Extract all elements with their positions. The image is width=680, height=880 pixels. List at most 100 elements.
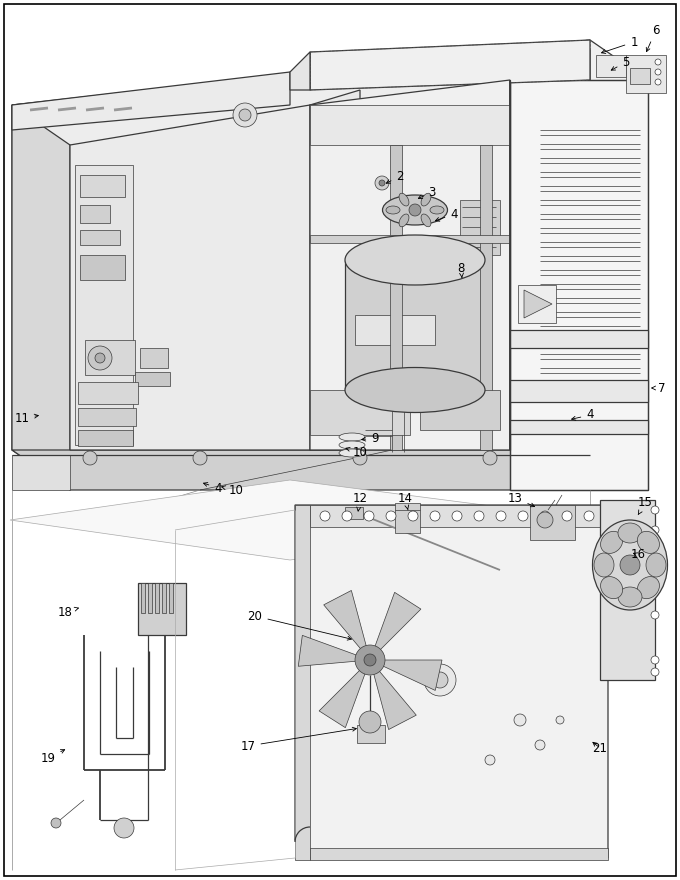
Circle shape <box>651 586 659 594</box>
Circle shape <box>409 204 421 216</box>
Text: 3: 3 <box>418 186 436 199</box>
Bar <box>510 380 648 402</box>
Text: 9: 9 <box>362 431 379 444</box>
Ellipse shape <box>345 368 485 413</box>
Polygon shape <box>12 50 590 450</box>
Polygon shape <box>12 450 648 490</box>
Polygon shape <box>310 80 510 450</box>
Ellipse shape <box>91 316 109 322</box>
Polygon shape <box>310 90 360 450</box>
Circle shape <box>239 109 251 121</box>
Circle shape <box>537 512 553 528</box>
Text: 13: 13 <box>507 492 534 507</box>
Bar <box>530 505 575 540</box>
Ellipse shape <box>345 235 485 285</box>
Circle shape <box>432 672 448 688</box>
Circle shape <box>375 176 389 190</box>
Circle shape <box>540 511 550 521</box>
Bar <box>310 105 510 145</box>
Ellipse shape <box>454 283 470 289</box>
Circle shape <box>651 611 659 619</box>
Bar <box>80 205 110 223</box>
Ellipse shape <box>399 194 409 206</box>
Circle shape <box>496 511 506 521</box>
Bar <box>310 390 410 435</box>
Bar <box>310 235 510 243</box>
Polygon shape <box>12 105 70 490</box>
Circle shape <box>320 511 330 521</box>
Bar <box>80 255 125 280</box>
Bar <box>357 725 385 743</box>
Ellipse shape <box>339 449 365 457</box>
Text: 11: 11 <box>14 412 38 424</box>
Text: 4: 4 <box>435 208 458 221</box>
Polygon shape <box>381 660 442 691</box>
Bar <box>355 315 435 345</box>
Circle shape <box>651 526 659 534</box>
Circle shape <box>483 451 497 465</box>
Ellipse shape <box>454 307 470 313</box>
Bar <box>75 165 133 445</box>
Circle shape <box>83 451 97 465</box>
Text: 12: 12 <box>352 492 367 511</box>
Polygon shape <box>12 40 648 145</box>
Bar <box>345 260 485 390</box>
Bar <box>406 193 428 207</box>
Ellipse shape <box>637 576 660 598</box>
Polygon shape <box>310 40 590 90</box>
Bar <box>148 583 152 613</box>
Circle shape <box>359 711 381 733</box>
Text: 10: 10 <box>222 483 243 496</box>
Ellipse shape <box>592 520 668 610</box>
Text: 10: 10 <box>346 445 367 458</box>
Bar <box>78 430 133 446</box>
Bar <box>140 348 168 368</box>
Circle shape <box>655 69 661 75</box>
Polygon shape <box>295 505 608 858</box>
Circle shape <box>95 353 105 363</box>
Circle shape <box>584 511 594 521</box>
Text: 19: 19 <box>41 750 65 765</box>
Ellipse shape <box>430 206 444 214</box>
Bar <box>600 500 655 680</box>
Circle shape <box>342 511 352 521</box>
Circle shape <box>556 716 564 724</box>
Bar <box>78 408 136 426</box>
Bar <box>480 145 492 450</box>
Bar <box>169 583 173 613</box>
Circle shape <box>408 511 418 521</box>
Bar <box>510 420 648 434</box>
Bar <box>626 55 666 93</box>
Circle shape <box>424 664 456 696</box>
Text: 16: 16 <box>630 548 645 561</box>
Circle shape <box>651 668 659 676</box>
Bar <box>138 583 186 635</box>
Circle shape <box>88 346 112 370</box>
Text: 14: 14 <box>398 492 413 510</box>
Ellipse shape <box>91 327 109 334</box>
Bar <box>80 175 125 197</box>
Ellipse shape <box>382 195 447 225</box>
Circle shape <box>364 654 376 666</box>
Text: 5: 5 <box>611 55 630 70</box>
Circle shape <box>562 511 572 521</box>
Circle shape <box>233 103 257 127</box>
Text: 15: 15 <box>638 496 652 515</box>
Bar <box>596 55 626 77</box>
Bar <box>310 505 608 527</box>
Polygon shape <box>10 480 600 560</box>
Circle shape <box>655 59 661 65</box>
Ellipse shape <box>637 532 660 554</box>
Ellipse shape <box>600 532 623 554</box>
Ellipse shape <box>339 441 365 449</box>
Circle shape <box>514 714 526 726</box>
Ellipse shape <box>91 304 109 311</box>
Circle shape <box>193 451 207 465</box>
Polygon shape <box>374 592 421 651</box>
Text: 21: 21 <box>592 742 607 754</box>
Circle shape <box>386 511 396 521</box>
Bar <box>420 390 500 430</box>
Text: 20: 20 <box>248 610 352 640</box>
Circle shape <box>485 755 495 765</box>
Bar <box>141 583 145 613</box>
